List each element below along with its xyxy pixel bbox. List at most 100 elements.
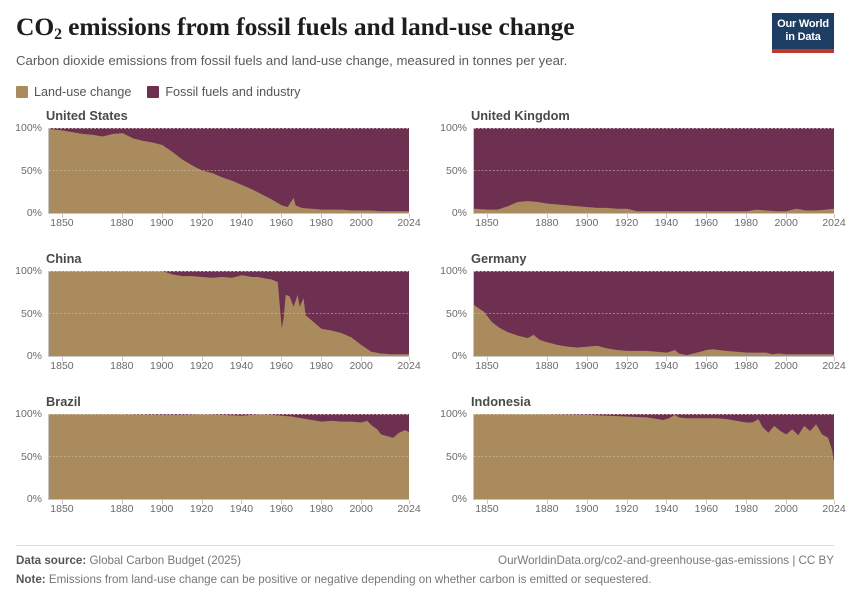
data-source: Data source: Global Carbon Budget (2025) xyxy=(16,553,241,569)
x-axis-tick-label: 1880 xyxy=(535,503,559,515)
y-axis-tick-label: 50% xyxy=(20,164,42,177)
x-axis-tick-mark xyxy=(409,214,410,218)
series-plot[interactable] xyxy=(473,414,834,499)
x-axis-tick-mark xyxy=(61,500,63,504)
x-axis-tick-label: 2024 xyxy=(822,360,846,372)
x-axis-tick-label: 2024 xyxy=(397,503,421,515)
stacked-area-svg xyxy=(474,128,834,213)
x-axis-tick-label: 2024 xyxy=(822,217,846,229)
x-axis-tick-label: 1980 xyxy=(309,503,333,515)
x-axis-tick-label: 1980 xyxy=(309,217,333,229)
y-axis-tick-label: 0% xyxy=(26,493,42,505)
plot-area[interactable]: 0% 50% 100% 1850 1880 1900 1920 1940 1960 1980 200… xyxy=(15,409,421,519)
x-axis-tick-label: 1960 xyxy=(694,503,719,515)
x-axis-tick-mark xyxy=(121,214,123,218)
x-axis-tick-label: 1900 xyxy=(149,503,174,515)
x-axis-tick-mark xyxy=(746,357,748,361)
plot-area[interactable]: 0% 50% 100% 1850 1880 1900 1920 1940 1960 1980 200… xyxy=(15,123,421,234)
stacked-area-svg xyxy=(474,271,834,356)
y-axis-tick-label: 100% xyxy=(440,408,467,420)
stacked-area-svg xyxy=(49,128,409,213)
series-area-land-use xyxy=(474,201,834,213)
series-plot[interactable] xyxy=(48,271,409,356)
stacked-area-svg xyxy=(49,414,409,499)
x-axis-tick-mark xyxy=(486,214,488,218)
series-area-land-use xyxy=(49,414,409,499)
y-axis-tick-label: 0% xyxy=(26,350,42,362)
x-axis-tick-mark xyxy=(321,357,323,361)
y-axis-tick-label: 0% xyxy=(26,207,42,219)
legend-label-land-use: Land-use change xyxy=(34,85,132,99)
owid-logo-line1: Our World xyxy=(777,18,829,30)
x-axis-tick-mark xyxy=(786,357,788,361)
x-axis-tick-mark xyxy=(666,214,668,218)
y-axis: 0% 50% 100% xyxy=(15,123,46,219)
x-axis-tick-mark xyxy=(201,500,203,504)
plot-area[interactable]: 0% 50% 100% 1850 1880 1900 1920 1940 1960 1980 200… xyxy=(440,123,846,234)
series-plot[interactable] xyxy=(48,128,409,213)
small-multiples-grid: United States 0% 50% 100% 1850 1880 1900 1920 19… xyxy=(15,108,846,537)
x-axis-tick-mark xyxy=(706,214,708,218)
title-prefix: CO xyxy=(16,12,55,41)
x-axis-tick-mark xyxy=(409,357,410,361)
x-axis-tick-mark xyxy=(746,500,748,504)
x-axis: 1850 1880 1900 1920 1940 1960 1980 2000 2024 xyxy=(48,356,421,377)
x-axis-tick-label: 2000 xyxy=(774,360,798,372)
x-axis-tick-label: 1920 xyxy=(614,360,639,372)
plot-area[interactable]: 0% 50% 100% 1850 1880 1900 1920 1940 1960 1980 200… xyxy=(440,266,846,376)
x-axis-tick-label: 1920 xyxy=(614,217,639,229)
x-axis-tick-mark xyxy=(786,500,788,504)
x-axis: 1850 1880 1900 1920 1940 1960 1980 2000 2024 xyxy=(48,213,421,234)
legend-label-fossil-fuels: Fossil fuels and industry xyxy=(165,85,301,99)
x-axis-tick-mark xyxy=(586,357,588,361)
page-title: CO2 emissions from fossil fuels and land… xyxy=(16,12,834,46)
panel-title: Indonesia xyxy=(471,394,531,409)
series-plot[interactable] xyxy=(473,271,834,356)
series-area-land-use xyxy=(474,305,834,356)
x-axis-tick-mark xyxy=(666,500,668,504)
x-axis-tick-label: 1850 xyxy=(475,360,499,372)
x-axis-tick-mark xyxy=(241,500,243,504)
x-axis-tick-label: 1960 xyxy=(269,217,294,229)
legend-item-fossil-fuels[interactable]: Fossil fuels and industry xyxy=(147,85,300,99)
x-axis-tick-label: 1900 xyxy=(149,360,174,372)
y-axis-tick-label: 50% xyxy=(445,450,467,463)
x-axis-tick-mark xyxy=(546,500,548,504)
series-plot[interactable] xyxy=(473,128,834,213)
x-axis-tick-mark xyxy=(281,500,283,504)
y-axis-tick-label: 50% xyxy=(20,450,42,463)
y-axis-tick-label: 0% xyxy=(451,493,467,505)
y-axis-tick-label: 0% xyxy=(451,350,467,362)
x-axis-tick-label: 2000 xyxy=(774,217,798,229)
x-axis: 1850 1880 1900 1920 1940 1960 1980 2000 2024 xyxy=(473,213,846,234)
x-axis-tick-label: 1850 xyxy=(50,217,74,229)
y-axis-tick-label: 100% xyxy=(440,265,467,277)
plot-area[interactable]: 0% 50% 100% 1850 1880 1900 1920 1940 1960 1980 200… xyxy=(15,266,421,377)
color-swatch-icon xyxy=(16,86,28,98)
plot-area[interactable]: 0% 50% 100% 1850 1880 1900 1920 1940 1960 1980 200… xyxy=(440,409,846,519)
x-axis-tick-label: 1980 xyxy=(734,360,758,372)
footer-url[interactable]: OurWorldinData.org/co2-and-greenhouse-ga… xyxy=(498,554,834,567)
series-plot[interactable] xyxy=(48,414,409,499)
data-source-label: Data source: xyxy=(16,554,87,567)
owid-logo[interactable]: Our World in Data xyxy=(772,13,834,53)
note-label: Note: xyxy=(16,573,46,586)
x-axis-tick-mark xyxy=(746,214,748,218)
x-axis-tick-mark xyxy=(161,214,163,218)
legend-item-land-use[interactable]: Land-use change xyxy=(16,85,131,99)
x-axis-tick-label: 1960 xyxy=(694,217,719,229)
chart-legend: Land-use change Fossil fuels and industr… xyxy=(16,85,300,99)
x-axis-tick-mark xyxy=(361,214,363,218)
series-area-fossil-fuels xyxy=(474,128,834,213)
y-axis-tick-label: 0% xyxy=(451,207,467,219)
x-axis-tick-label: 1940 xyxy=(229,217,254,229)
x-axis-tick-label: 1880 xyxy=(110,360,134,372)
x-axis-tick-mark xyxy=(666,357,668,361)
x-axis-tick-label: 2024 xyxy=(822,503,846,515)
x-axis-tick-label: 1940 xyxy=(654,360,679,372)
series-area-land-use xyxy=(474,414,834,499)
x-axis-tick-mark xyxy=(586,500,588,504)
chart-panel-united-states: United States 0% 50% 100% 1850 1880 1900 1920 19… xyxy=(15,108,421,251)
x-axis-tick-mark xyxy=(201,214,203,218)
x-axis-tick-mark xyxy=(281,357,283,361)
